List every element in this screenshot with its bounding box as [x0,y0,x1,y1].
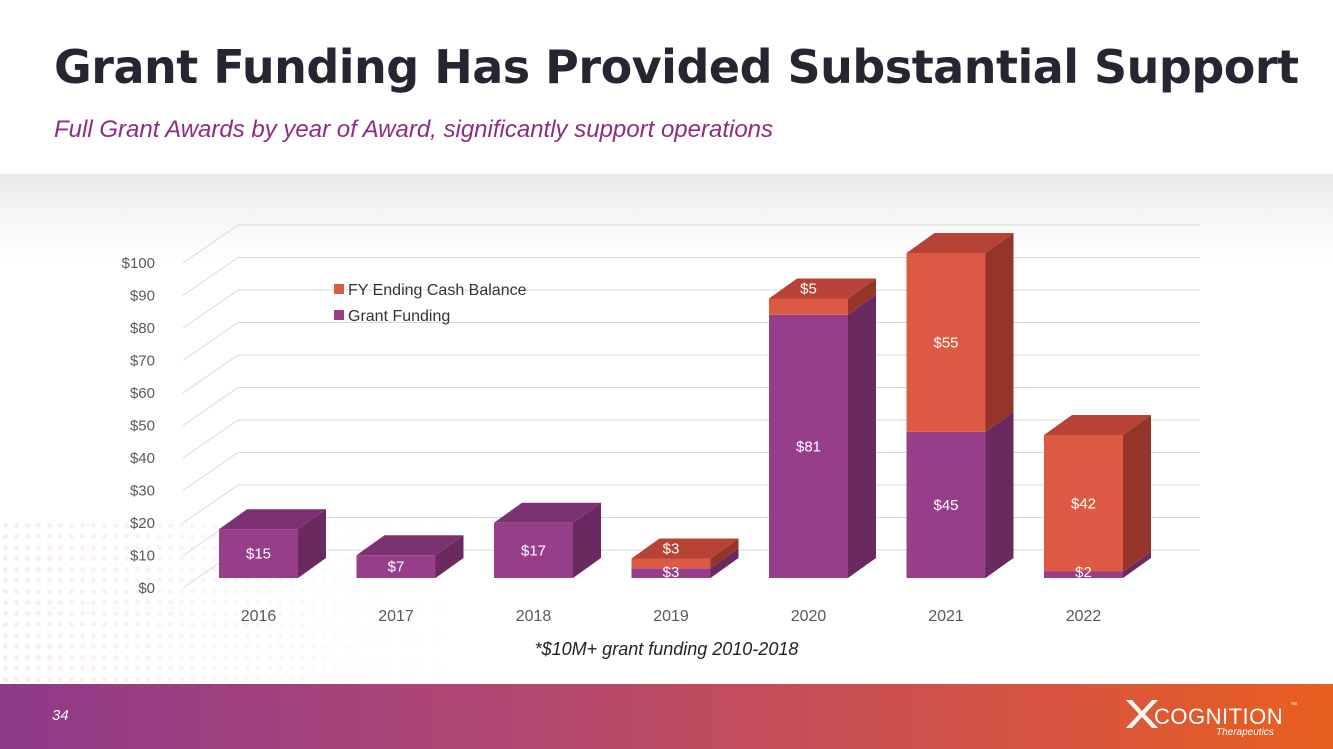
bar-segment-top [356,535,464,556]
bar-value-label-grant-2018: $17 [521,542,546,559]
bar-segment-side [848,278,876,315]
y-tick-label: $90 [130,288,155,305]
logo-x-icon [1126,700,1158,728]
bar-segment-front [356,555,436,578]
y-tick-label: $50 [130,418,155,435]
bar-segment-side [985,233,1014,432]
bar-segment-front [906,431,986,578]
gridline [182,289,1200,329]
page-number: 34 [52,707,69,724]
bar-segment-side [1123,551,1151,578]
bar-segment-front [631,568,711,578]
legend-item-grant-funding-swatch [334,310,344,320]
gridline [182,452,1200,491]
legend-item-grant-funding: Grant Funding [348,308,450,325]
bar-segment-side [573,502,601,578]
bar-segment-side [435,535,464,578]
y-tick-label: $0 [138,580,155,597]
bar-value-label-cash-2022: $42 [1071,495,1096,512]
bar-segment-side [710,538,739,569]
gridline [182,387,1200,426]
bar-segment-side [848,294,876,578]
gridline [182,419,1200,459]
bar-segment-front [219,529,298,578]
bar-value-label-grant-2022: $2 [1075,564,1092,581]
bar-segment-front [1044,435,1123,572]
y-tick-label: $10 [130,548,155,565]
logo-trademark: ™ [1290,702,1297,709]
gridline [182,322,1200,361]
bar-value-label-grant-2019: $3 [663,564,680,581]
bar-segment-front [494,522,573,578]
bar-value-label-cash-2020: $5 [800,281,817,298]
bar-value-label-grant-2017: $7 [388,559,405,576]
slide-title: Grant Funding Has Provided Substantial S… [54,40,1299,94]
bar-segment-top [219,509,326,530]
bar-segment-side [298,509,326,578]
company-logo: COGNITION ™ Therapeutics [1124,698,1304,738]
y-tick-label: $80 [130,320,155,337]
bar-segment-front [1044,571,1123,578]
gridline [182,224,1200,264]
bar-segment-side [985,411,1014,578]
bar-value-label-cash-2021: $55 [933,334,958,351]
y-tick-label: $30 [130,483,155,500]
gridline [182,484,1200,524]
x-tick-label-2021: 2021 [928,608,964,625]
bar-value-label-cash-2019: $3 [663,541,680,558]
bar-segment-front [769,314,848,578]
bar-segment-top [494,502,601,523]
y-tick-label: $20 [130,515,155,532]
logo-name: COGNITION [1154,704,1284,729]
x-tick-label-2020: 2020 [791,608,827,625]
x-tick-label-2016: 2016 [241,608,277,625]
bar-segment-front [631,558,711,569]
y-tick-label: $100 [122,255,155,272]
footer-bar: 34 COGNITION ™ Therapeutics [0,684,1333,749]
bar-segment-top [769,278,876,299]
logo-tagline: Therapeutics [1216,727,1274,738]
slide-subtitle: Full Grant Awards by year of Award, sign… [54,116,774,143]
bar-segment-top [1044,415,1151,435]
x-tick-label-2022: 2022 [1066,608,1102,625]
bar-value-label-grant-2021: $45 [933,497,958,514]
legend-item-cash-balance: FY Ending Cash Balance [348,282,527,299]
bar-value-label-grant-2016: $15 [246,546,271,563]
bar-segment-top [631,538,739,559]
gridline [182,257,1200,296]
y-tick-label: $60 [130,385,155,402]
gridline [182,354,1200,394]
chart-footnote: *$10M+ grant funding 2010-2018 [534,639,799,659]
bar-value-label-grant-2020: $81 [796,438,821,455]
bar-segment-front [769,298,848,315]
x-tick-label-2018: 2018 [516,608,552,625]
legend-item-cash-balance-swatch [334,284,344,294]
bar-segment-top [906,233,1014,253]
y-tick-label: $70 [130,353,155,370]
x-tick-label-2019: 2019 [653,608,689,625]
bar-segment-side [710,548,739,578]
bar-segment-side [1123,415,1151,572]
x-tick-label-2017: 2017 [378,608,414,625]
y-tick-label: $40 [130,450,155,467]
stacked-bar-chart: $0 $10 $20 $30 $40 $50 $60 $70 $80 $90 $100 $15 2016… [122,224,1200,625]
bar-segment-front [906,253,986,432]
